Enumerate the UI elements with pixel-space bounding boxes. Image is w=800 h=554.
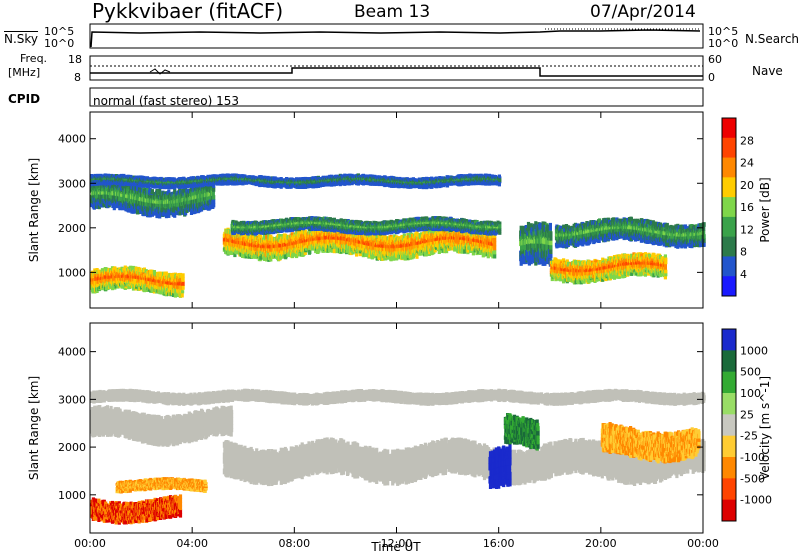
scatter-cell [212, 199, 215, 204]
scatter-cell [182, 285, 185, 290]
scatter-cell [212, 203, 215, 208]
scatter-cell [182, 273, 185, 278]
freq-panel [90, 56, 703, 80]
scatter-cell [182, 277, 185, 282]
nsky-trace [91, 30, 700, 47]
nsky-frame [90, 24, 703, 48]
nsky-panel [90, 24, 703, 48]
scatter-cell [181, 290, 184, 293]
scatter-cell [181, 293, 184, 298]
scatter-cell [212, 195, 215, 200]
cpid-frame [90, 88, 703, 106]
scatter-cell [212, 187, 215, 192]
freq-trace [90, 68, 703, 76]
